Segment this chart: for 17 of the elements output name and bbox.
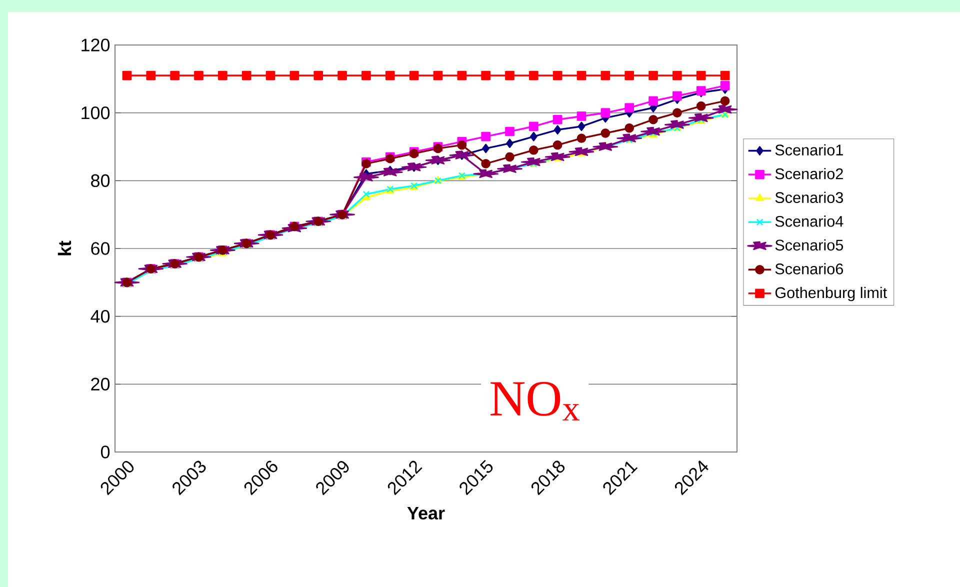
legend-label: Scenario2 bbox=[775, 168, 843, 180]
legend-label: Scenario6 bbox=[775, 263, 843, 274]
y-tick-label: 40 bbox=[90, 310, 110, 323]
legend-label: Scenario3 bbox=[775, 192, 843, 204]
x-axis-title: Year bbox=[407, 506, 445, 520]
y-axis-title: kt bbox=[58, 240, 72, 256]
legend-label: Scenario4 bbox=[775, 216, 844, 227]
y-tick-label: 0 bbox=[100, 446, 110, 458]
y-tick-label: 20 bbox=[91, 378, 110, 391]
y-tick-label: 60 bbox=[91, 242, 110, 255]
y-tick-label: 80 bbox=[91, 174, 110, 188]
y-tick-label: 120 bbox=[82, 38, 110, 52]
legend-label: Scenario5 bbox=[775, 239, 844, 251]
legend-label: Scenario1 bbox=[775, 144, 843, 156]
y-tick-label: 100 bbox=[82, 106, 110, 120]
legend-label: Gothenburg limit bbox=[775, 286, 887, 302]
annotation: NO$_{x}$ bbox=[490, 382, 580, 420]
